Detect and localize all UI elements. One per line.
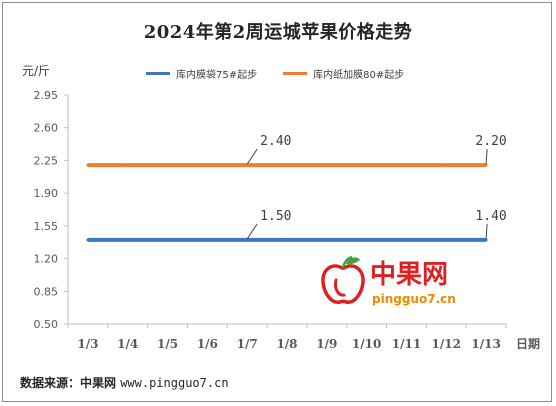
legend-item-series-0: 库内膜袋75#起步 bbox=[146, 66, 257, 81]
data-label-leader bbox=[246, 223, 258, 240]
data-label-leader bbox=[246, 148, 258, 165]
data-point bbox=[404, 163, 408, 167]
data-point bbox=[444, 238, 448, 242]
chart-title: 2024年第2周运城苹果价格走势 bbox=[143, 22, 413, 43]
x-axis-label: 日期 bbox=[516, 336, 540, 351]
data-point bbox=[166, 163, 170, 167]
data-point bbox=[166, 238, 170, 242]
legend: 库内膜袋75#起步 库内纸加膜80#起步 bbox=[146, 66, 430, 81]
data-label: 1.40 bbox=[475, 209, 506, 224]
brand-logo-apple-icon bbox=[321, 255, 365, 304]
y-tick-label: 1.20 bbox=[34, 253, 59, 266]
data-point bbox=[245, 238, 249, 242]
data-point bbox=[404, 238, 408, 242]
chart-frame bbox=[2, 2, 552, 402]
data-point bbox=[484, 163, 488, 167]
data-source: 数据来源：中果网 www.pingguo7.cn bbox=[20, 374, 229, 391]
y-tick-label: 1.55 bbox=[34, 220, 59, 233]
data-point bbox=[285, 238, 289, 242]
legend-swatch-orange bbox=[283, 72, 308, 75]
data-point bbox=[126, 238, 130, 242]
legend-swatch-blue bbox=[146, 72, 170, 75]
x-tick-label: 1/10 bbox=[352, 337, 381, 351]
data-source-url: www.pingguo7.cn bbox=[120, 376, 229, 390]
x-tick-label: 1/6 bbox=[197, 337, 218, 351]
data-point bbox=[444, 163, 448, 167]
y-tick-label: 0.85 bbox=[34, 285, 59, 298]
x-tick-label: 1/8 bbox=[276, 337, 297, 351]
x-tick-label: 1/9 bbox=[316, 337, 337, 351]
data-point bbox=[325, 238, 329, 242]
legend-label: 库内纸加膜80#起步 bbox=[313, 70, 405, 81]
data-label: 2.40 bbox=[260, 134, 291, 149]
data-label-leader bbox=[485, 223, 488, 239]
y-tick-label: 2.25 bbox=[34, 154, 59, 167]
y-tick-label: 2.95 bbox=[34, 89, 59, 102]
y-tick-label: 2.60 bbox=[34, 122, 59, 135]
data-point bbox=[126, 163, 130, 167]
data-point bbox=[484, 238, 488, 242]
data-label-leader bbox=[485, 149, 488, 165]
brand-logo-url: pingguo7.cn bbox=[372, 292, 456, 306]
x-tick-label: 1/5 bbox=[157, 337, 178, 351]
data-point bbox=[325, 163, 329, 167]
x-tick-label: 1/7 bbox=[237, 337, 258, 351]
x-tick-label: 1/4 bbox=[117, 337, 138, 351]
data-point bbox=[365, 238, 369, 242]
data-source-label: 数据来源：中果网 bbox=[20, 376, 121, 390]
data-label: 1.50 bbox=[260, 209, 291, 224]
data-point bbox=[205, 238, 209, 242]
legend-label: 库内膜袋75#起步 bbox=[176, 70, 258, 81]
x-tick-label: 1/12 bbox=[432, 337, 461, 351]
x-tick-label: 1/11 bbox=[392, 337, 421, 351]
data-point bbox=[86, 163, 90, 167]
brand-logo-text: 中果网 bbox=[370, 260, 448, 290]
y-tick-label: 0.50 bbox=[34, 318, 59, 331]
y-tick-label: 1.90 bbox=[34, 187, 59, 200]
x-tick-label: 1/13 bbox=[471, 337, 500, 351]
legend-item-series-1: 库内纸加膜80#起步 bbox=[283, 66, 404, 81]
data-point bbox=[205, 163, 209, 167]
data-point bbox=[245, 163, 249, 167]
data-label: 2.20 bbox=[475, 134, 506, 149]
data-point bbox=[365, 163, 369, 167]
data-point bbox=[285, 163, 289, 167]
data-point bbox=[86, 238, 90, 242]
y-axis-unit: 元/斤 bbox=[22, 64, 51, 78]
x-tick-label: 1/3 bbox=[77, 337, 98, 351]
